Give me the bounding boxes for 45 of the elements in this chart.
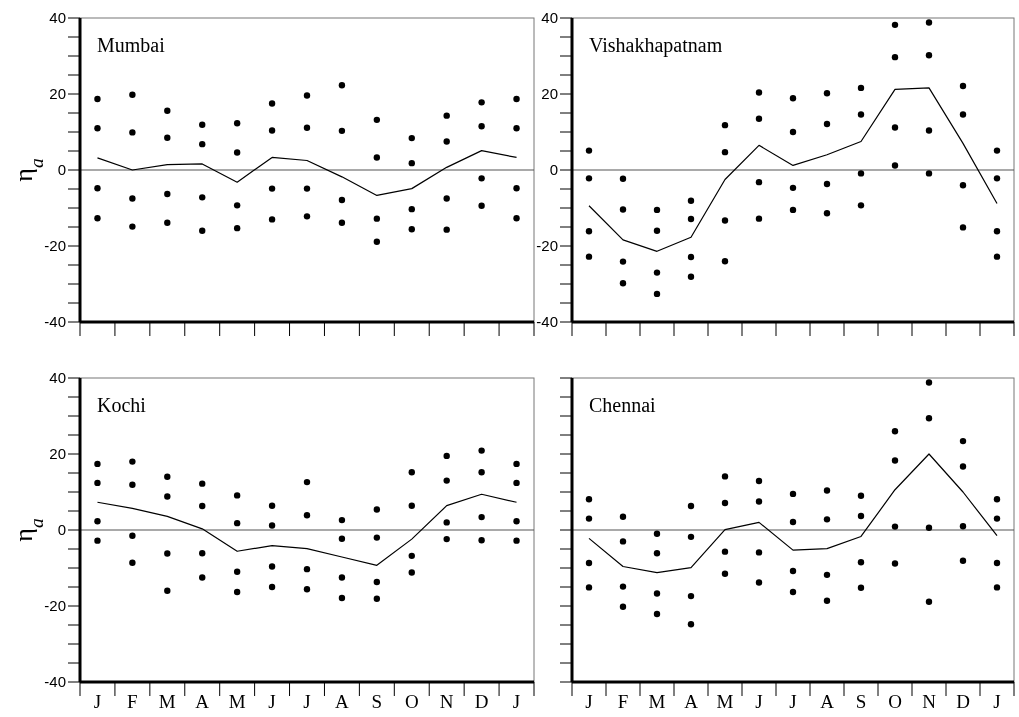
y-tick-label: -20 [44, 237, 66, 255]
x-tick-label: A [195, 691, 210, 712]
y-tick-label: 0 [57, 521, 66, 539]
x-tick-label: A [335, 691, 350, 712]
x-tick-label: D [956, 691, 970, 712]
x-tick-label: J [993, 691, 1001, 712]
x-tick-label: F [617, 691, 629, 712]
x-tick-label: M [158, 691, 176, 712]
x-tick-label: A [820, 691, 835, 712]
x-tick-label: J [303, 691, 311, 712]
y-tick-label: -40 [536, 313, 558, 331]
x-tick-label: A [684, 691, 699, 712]
x-tick-label: J [512, 691, 521, 712]
y-tick-label: 0 [57, 161, 66, 179]
x-tick-label: J [755, 691, 763, 712]
x-tick-label: J [268, 691, 276, 712]
x-tick-label: N [439, 691, 454, 712]
x-tick-label: M [228, 691, 246, 712]
y-tick-label: 40 [49, 369, 66, 387]
y-tick-label: 0 [549, 161, 558, 179]
y-tick-label: 20 [49, 85, 66, 103]
x-tick-label: J [789, 691, 797, 712]
x-tick-label: S [371, 691, 383, 712]
y-tick-label: 20 [541, 85, 558, 103]
x-tick-label: M [716, 691, 734, 712]
y-tick-label: -40 [44, 673, 66, 691]
y-tick-label: 40 [541, 9, 558, 27]
text: Kochi [97, 394, 147, 416]
y-tick-label: -20 [536, 237, 558, 255]
y-tick-label: -20 [44, 597, 66, 615]
x-tick-label: N [922, 691, 937, 712]
x-tick-label: J [585, 691, 593, 712]
x-tick-label: M [648, 691, 666, 712]
x-tick-label: O [404, 691, 419, 712]
x-tick-label: J [93, 691, 102, 712]
y-tick-label: 40 [49, 9, 66, 27]
x-tick-label: S [855, 691, 867, 712]
x-tick-label: D [474, 691, 489, 712]
text: Chennai [589, 394, 657, 416]
text: Vishakhapatnam [589, 34, 723, 57]
y-tick-label: -40 [44, 313, 66, 331]
x-tick-label: O [888, 691, 902, 712]
x-tick-label: F [127, 691, 138, 712]
y-tick-label: 20 [49, 445, 66, 463]
text: Mumbai [97, 34, 166, 56]
